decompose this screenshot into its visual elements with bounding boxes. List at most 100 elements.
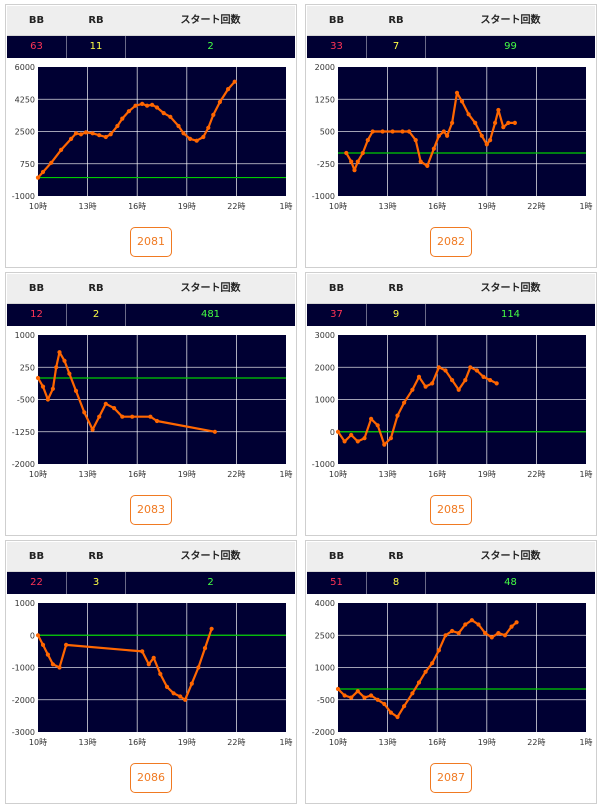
bb-value: 12 — [30, 309, 43, 320]
machine-number-button[interactable]: 2081 — [130, 227, 172, 257]
x-tick-label: 1時 — [579, 470, 592, 479]
x-tick-label: 19時 — [478, 202, 496, 211]
column-divider — [425, 36, 426, 58]
y-tick-label: 6000 — [15, 63, 35, 72]
data-point — [481, 374, 486, 379]
data-point — [423, 669, 428, 674]
data-point — [430, 381, 435, 386]
y-tick-label: 1250 — [315, 95, 335, 104]
x-tick-label: 1時 — [579, 738, 592, 747]
data-point — [196, 665, 201, 670]
data-point — [349, 695, 354, 700]
machine-number-button[interactable]: 2082 — [430, 227, 472, 257]
start-count-header: スタート回数 — [180, 283, 241, 294]
data-point — [54, 365, 59, 370]
data-point — [50, 662, 56, 667]
data-point — [40, 384, 46, 389]
data-point — [178, 694, 183, 699]
data-point — [369, 416, 374, 421]
y-tick-label: -250 — [317, 160, 335, 169]
bb-header: BB — [328, 283, 345, 294]
start-count-value: 114 — [500, 309, 521, 320]
data-point — [436, 133, 441, 138]
rb-value: 8 — [392, 577, 400, 588]
y-tick-label: 1000 — [315, 396, 335, 405]
data-point — [49, 160, 54, 165]
data-point — [57, 350, 62, 355]
machine-number-button[interactable]: 2083 — [130, 495, 172, 525]
data-point — [400, 129, 405, 134]
data-point — [35, 375, 41, 381]
data-point — [380, 129, 385, 134]
data-point — [388, 710, 393, 715]
y-tick-label: 500 — [320, 128, 335, 137]
column-divider — [66, 36, 67, 58]
data-point — [407, 129, 412, 134]
data-point — [474, 368, 479, 373]
data-point — [469, 618, 474, 623]
x-tick-label: 10時 — [29, 202, 47, 211]
machine-number-button[interactable]: 2086 — [130, 763, 172, 793]
data-point — [445, 133, 450, 138]
rb-header: RB — [88, 15, 104, 26]
data-point — [501, 125, 506, 130]
machine-number-button[interactable]: 2087 — [430, 763, 472, 793]
data-point — [35, 175, 41, 180]
x-tick-label: 16時 — [128, 202, 146, 211]
data-point — [168, 114, 173, 119]
data-point — [82, 410, 87, 415]
rb-header: RB — [388, 15, 404, 26]
data-point — [154, 105, 160, 110]
data-point — [479, 133, 484, 138]
series-line — [337, 619, 518, 719]
data-point — [463, 378, 468, 383]
data-point — [450, 378, 455, 383]
rb-value: 11 — [89, 41, 103, 52]
data-point — [171, 691, 176, 696]
values-row: 22 3 2 — [7, 572, 295, 594]
bb-value: 33 — [330, 41, 343, 52]
data-point — [473, 120, 478, 125]
column-divider — [425, 304, 426, 326]
rb-value: 3 — [92, 577, 100, 588]
data-point — [382, 701, 387, 707]
data-point — [344, 150, 349, 156]
data-point — [201, 134, 206, 140]
x-tick-label: 10時 — [329, 470, 347, 479]
x-tick-label: 16時 — [428, 470, 446, 479]
y-tick-label: 4250 — [15, 95, 35, 104]
column-divider — [125, 304, 126, 326]
data-point — [232, 79, 237, 84]
bb-header: BB — [328, 15, 345, 26]
rb-header: RB — [388, 551, 404, 562]
x-tick-label: 1時 — [279, 470, 292, 479]
bb-header: BB — [328, 551, 345, 562]
x-tick-label: 13時 — [379, 202, 397, 211]
data-point — [436, 365, 441, 370]
data-point — [67, 371, 72, 376]
data-point — [369, 693, 374, 698]
y-tick-label: 4000 — [315, 599, 335, 608]
data-point — [502, 633, 508, 638]
data-point — [514, 620, 519, 625]
rb-header: RB — [88, 551, 104, 562]
y-tick-label: -1250 — [12, 428, 35, 437]
x-tick-label: 19時 — [178, 738, 196, 747]
data-point — [476, 622, 481, 627]
x-tick-label: 19時 — [178, 202, 196, 211]
data-point — [83, 130, 88, 135]
data-point — [410, 387, 415, 392]
values-row: 12 2 481 — [7, 304, 295, 326]
table-header: BB RB スタート回数 — [307, 274, 595, 304]
x-tick-label: 16時 — [428, 738, 446, 747]
values-row: 33 7 99 — [307, 36, 595, 58]
y-tick-label: 0 — [330, 428, 335, 437]
table-header: BB RB スタート回数 — [7, 6, 295, 36]
x-tick-label: 22時 — [227, 202, 245, 211]
machine-number-button[interactable]: 2085 — [430, 495, 472, 525]
data-point — [130, 414, 135, 419]
table-header: BB RB スタート回数 — [7, 542, 295, 572]
data-point — [335, 686, 341, 692]
data-point — [217, 99, 222, 105]
